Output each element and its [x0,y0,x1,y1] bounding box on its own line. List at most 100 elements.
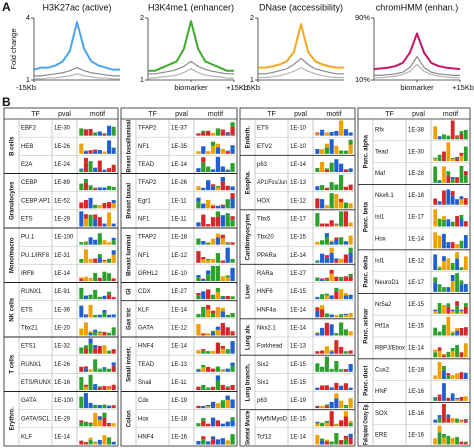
logo-letter [230,331,235,333]
p-value: 1E-30 [54,126,71,132]
p-value: 1E-30 [408,149,425,155]
logo-letter [210,145,216,154]
logo-letter [339,237,344,245]
p-value: 1E-14 [290,162,307,168]
tf-name: ETS [257,126,269,132]
logo-letter [201,384,206,390]
logo-letter [210,205,216,209]
logo-letter [107,314,112,318]
logo-letter [320,294,325,300]
logo-letter [450,158,455,162]
logo-letter [459,199,464,205]
logo-letter [102,133,107,135]
motif-logo [433,189,468,205]
p-value: 1E-16 [408,433,425,439]
logo-letter [230,313,235,318]
logo-letter [446,353,451,358]
p-value: 1E-15 [290,380,307,386]
logo-letter [334,159,339,172]
logo-letter [210,294,216,300]
logo-letter [334,315,339,318]
table-border [120,107,238,447]
logo-letter [459,133,464,140]
logo-letter [97,332,102,336]
logo-letter [455,135,459,137]
logo-letter [83,368,88,372]
logo-letter [442,305,446,314]
logo-letter [111,278,116,281]
p-value: 1E-28 [408,171,425,177]
logo-letter [320,405,325,409]
logo-letter [463,283,468,292]
logo-letter [206,130,211,136]
logo-letter [329,162,334,172]
p-value: 1E-15 [290,289,307,295]
logo-letter [93,204,98,209]
logo-letter [107,437,112,445]
motif-logo [196,395,235,409]
motif-logo [433,252,468,271]
logo-letter [88,294,93,300]
group-label: B cells [10,136,16,156]
motif-logo [196,233,235,245]
logo-letter [459,152,464,156]
logo-letter [329,295,334,300]
tf-name: HNF4a [257,307,277,313]
logo-letter [93,214,98,219]
logo-letter [225,440,230,445]
logo-letter [463,442,468,445]
logo-letter [83,366,88,369]
logo-letter [348,331,353,336]
logo-letter [455,258,459,271]
logo-letter [225,185,230,191]
tf-name: TEAD [138,362,155,368]
logo-letter [446,417,451,423]
logo-letter [93,151,98,154]
tf-name: Tbx21 [21,325,38,331]
logo-letter [111,200,116,203]
logo-letter [83,218,88,227]
motif-logo [315,159,353,172]
logo-letter [343,315,348,318]
motif-logo [433,343,468,358]
logo-letter [329,351,334,354]
p-value: 1E-10 [290,144,307,150]
logo-letter [79,202,84,209]
logo-letter [459,311,464,314]
logo-letter [225,242,230,244]
logo-letter [206,166,211,172]
logo-letter [315,133,320,136]
tf-name: CEBP [21,180,37,186]
logo-letter [97,296,102,300]
logo-letter [343,254,348,263]
logo-letter [343,369,348,371]
logo-letter [79,396,84,409]
motif-logo [79,140,116,154]
logo-letter [225,368,230,372]
logo-letter [459,196,464,200]
logo-letter [206,289,211,300]
logo-letter [348,168,353,172]
logo-letter [206,406,211,409]
logo-letter [79,258,84,263]
tf-name: ETS/RUNX [21,380,51,386]
logo-letter [329,273,334,281]
logo-letter [446,135,451,137]
tf-name: Six2 [257,362,269,368]
motif-logo [196,247,235,263]
p-value: 1E-14 [171,344,188,350]
logo-letter [201,214,206,227]
logo-letter [446,375,451,380]
logo-letter [97,149,102,154]
logo-letter [459,131,464,134]
logo-letter [210,368,216,372]
logo-letter [210,169,216,172]
logo-letter [334,361,339,365]
logo-letter [201,187,206,191]
tf-name: Maf [375,171,385,177]
logo-letter [437,221,442,227]
logo-letter [97,187,102,191]
logo-letter [320,423,325,427]
logo-letter [230,193,235,199]
logo-letter [210,310,216,314]
